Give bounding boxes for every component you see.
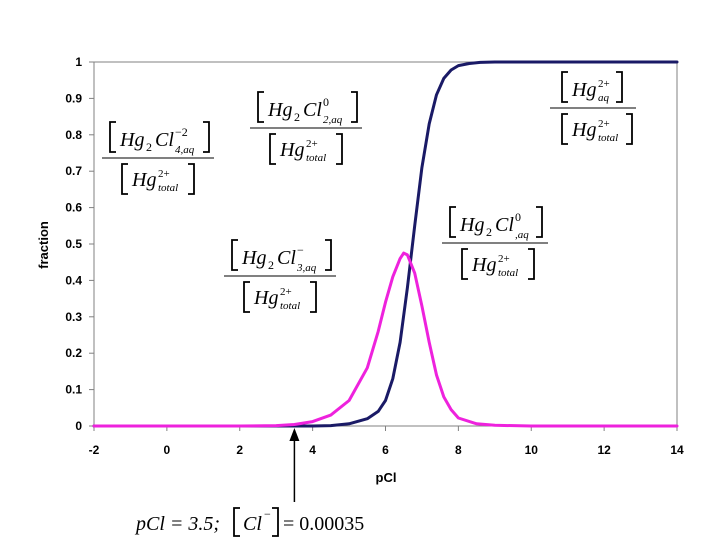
x-tick-label: 12 (597, 443, 611, 457)
svg-text:Hg: Hg (279, 139, 304, 161)
svg-text:2+: 2+ (598, 78, 610, 90)
plot-area (93, 61, 678, 427)
x-tick-label: -2 (89, 443, 100, 457)
cl-concentration-value: = 0.00035 (283, 513, 364, 535)
svg-text:2+: 2+ (598, 118, 610, 130)
x-tick-label: 10 (525, 443, 539, 457)
svg-text:0: 0 (323, 95, 329, 109)
svg-text:2: 2 (146, 140, 152, 154)
y-tick-label: 0 (75, 419, 82, 433)
svg-text:Cl: Cl (303, 99, 322, 121)
series-line-0 (92, 60, 679, 428)
x-tick-label: 0 (164, 443, 171, 457)
svg-text:total: total (498, 267, 518, 279)
svg-text:2+: 2+ (280, 286, 292, 298)
y-tick-label: 0.9 (65, 91, 82, 105)
x-tick-label: 6 (382, 443, 389, 457)
y-tick-label: 0.7 (65, 164, 82, 178)
svg-text:total: total (306, 152, 326, 164)
svg-text:2+: 2+ (306, 138, 318, 150)
x-axis-ticks: -2 0 2 4 6 8 10 12 14 (89, 426, 684, 457)
svg-text:4,aq: 4,aq (175, 144, 195, 156)
label-hg2cl3: Hg 2 Cl − 3,aq Hg 2+ total (224, 239, 336, 313)
svg-text:Hg: Hg (471, 254, 496, 276)
svg-text:−: − (297, 243, 304, 257)
arrow-annotation (289, 428, 300, 502)
label-hg2cl4: Hg 2 Cl −2 4,aq Hg 2+ total (102, 121, 214, 195)
arrow-head (289, 428, 300, 441)
series-line-1 (92, 251, 679, 428)
svg-text:total: total (280, 300, 300, 312)
x-tick-label: 2 (236, 443, 243, 457)
svg-text:Hg: Hg (119, 129, 144, 151)
svg-text:Hg: Hg (459, 214, 484, 236)
svg-text:Hg: Hg (571, 119, 596, 141)
svg-text:total: total (598, 132, 618, 144)
svg-text:2: 2 (294, 110, 300, 124)
svg-text:Hg: Hg (571, 79, 596, 101)
svg-text:Cl: Cl (155, 129, 174, 151)
label-hg2cl: Hg 2 Cl 0 ,aq Hg 2+ total (442, 206, 548, 280)
cl-ion-symbol: Cl (243, 513, 262, 535)
cl-ion-charge: − (264, 507, 271, 521)
svg-text:2,aq: 2,aq (323, 114, 343, 126)
svg-text:0: 0 (515, 210, 521, 224)
svg-text:Hg: Hg (267, 99, 292, 121)
label-hg2cl2: Hg 2 Cl 0 2,aq Hg 2+ total (250, 91, 362, 165)
svg-text:2+: 2+ (498, 253, 510, 265)
label-hg-aq: Hg 2+ aq Hg 2+ total (550, 71, 636, 145)
x-tick-label: 4 (309, 443, 316, 457)
pcl-equation-text: pCl = 3.5; (134, 513, 220, 535)
svg-text:2: 2 (486, 225, 492, 239)
svg-text:3,aq: 3,aq (296, 262, 317, 274)
bottom-equation: pCl = 3.5; Cl − = 0.00035 (134, 507, 364, 537)
y-axis-ticks: 0 0.1 0.2 0.3 0.4 0.5 0.6 0.7 0.8 0.9 1 (65, 55, 94, 433)
y-tick-label: 1 (75, 55, 82, 69)
svg-text:aq: aq (598, 92, 610, 104)
y-tick-label: 0.8 (65, 128, 82, 142)
y-tick-label: 0.3 (65, 310, 82, 324)
svg-text:total: total (158, 182, 178, 194)
y-tick-label: 0.5 (65, 237, 82, 251)
y-axis-label: fraction (36, 221, 51, 269)
svg-text:,aq: ,aq (515, 229, 529, 241)
x-tick-label: 14 (670, 443, 684, 457)
y-tick-label: 0.2 (65, 346, 82, 360)
x-tick-label: 8 (455, 443, 462, 457)
y-tick-label: 0.4 (65, 273, 82, 287)
svg-text:Hg: Hg (131, 169, 156, 191)
svg-text:−2: −2 (175, 125, 188, 139)
svg-text:Cl: Cl (277, 247, 296, 269)
svg-text:Hg: Hg (253, 287, 278, 309)
series-layer (92, 60, 679, 428)
y-tick-label: 0.6 (65, 201, 82, 215)
svg-text:2: 2 (268, 258, 274, 272)
x-axis-label: pCl (376, 470, 397, 485)
y-tick-label: 0.1 (65, 383, 82, 397)
svg-text:2+: 2+ (158, 168, 170, 180)
svg-text:Hg: Hg (241, 247, 266, 269)
svg-text:Cl: Cl (495, 214, 514, 236)
